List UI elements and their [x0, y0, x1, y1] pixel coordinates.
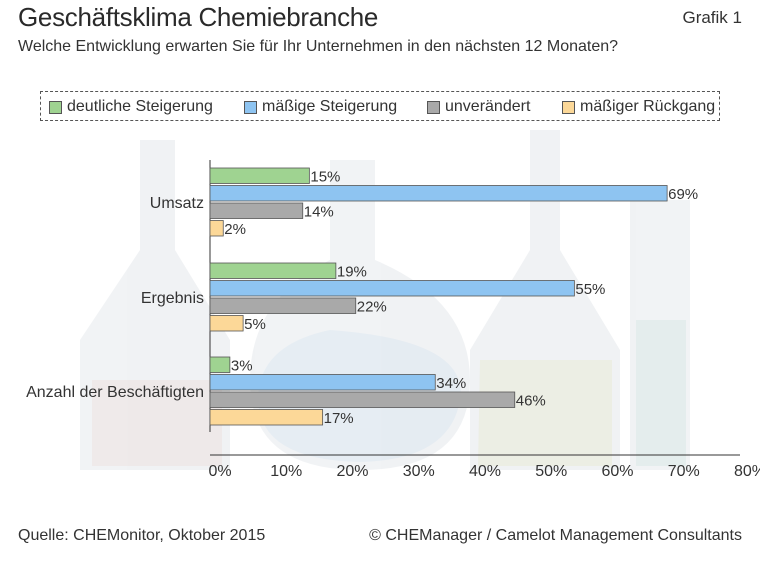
legend-label: unverändert: [445, 98, 531, 115]
legend-swatch-maessige-steigerung: [244, 100, 257, 114]
bar-anzahl-der-besch-ftigten-deutliche-steigerung: [209, 356, 231, 373]
category-label-anzahl-der-besch-ftigten: Anzahl der Beschäftigten: [26, 384, 204, 401]
x-tick-label: 30%: [403, 463, 435, 480]
legend-item-maessige-steigerung: mäßige Steigerung: [244, 97, 397, 117]
bar-ergebnis-deutliche-steigerung: [209, 262, 337, 279]
bar-anzahl-der-besch-ftigten-m-ige-steigerung: [209, 374, 436, 391]
legend-swatch-maessiger-rueckgang: [562, 100, 575, 114]
data-label-umsatz-m-iger-r-ckgang: 2%: [224, 221, 246, 238]
legend-swatch-unveraendert: [427, 100, 440, 114]
x-tick-label: 0%: [208, 463, 231, 480]
chart-title: Geschäftsklima Chemiebranche: [18, 2, 379, 32]
x-tick-label: 40%: [469, 463, 501, 480]
legend: deutliche Steigerung mäßige Steigerung u…: [40, 91, 720, 121]
data-label-anzahl-der-besch-ftigten-m-iger-r-ckgang: 17%: [324, 410, 354, 427]
bar-ergebnis-m-ige-steigerung: [209, 280, 575, 297]
data-label-umsatz-m-ige-steigerung: 69%: [668, 186, 698, 203]
data-label-anzahl-der-besch-ftigten-deutliche-steigerung: 3%: [231, 358, 253, 375]
x-tick-label: 80%: [734, 463, 760, 480]
data-label-ergebnis-m-ige-steigerung: 55%: [575, 281, 605, 298]
data-label-anzahl-der-besch-ftigten-unver-ndert: 46%: [516, 393, 546, 410]
copyright-note: © CHEManager / Camelot Management Consul…: [369, 527, 742, 544]
bar-umsatz-m-ige-steigerung: [209, 185, 668, 202]
bar-anzahl-der-besch-ftigten-unver-ndert: [209, 391, 516, 408]
x-tick-label: 60%: [601, 463, 633, 480]
figure-badge: Grafik 1: [682, 8, 742, 27]
legend-item-maessiger-rueckgang: mäßiger Rückgang: [562, 97, 715, 117]
bar-umsatz-m-iger-r-ckgang: [209, 220, 224, 237]
legend-item-unveraendert: unverändert: [427, 97, 530, 117]
source-note: Quelle: CHEMonitor, Oktober 2015: [18, 527, 266, 544]
legend-label: mäßiger Rückgang: [580, 98, 716, 115]
x-tick-label: 10%: [270, 463, 302, 480]
data-label-ergebnis-unver-ndert: 22%: [357, 299, 387, 316]
category-label-umsatz: Umsatz: [150, 195, 204, 212]
data-label-umsatz-deutliche-steigerung: 15%: [310, 169, 340, 186]
category-label-ergebnis: Ergebnis: [141, 290, 204, 307]
legend-swatch-deutliche-steigerung: [49, 100, 62, 114]
data-label-ergebnis-deutliche-steigerung: 19%: [337, 264, 367, 281]
x-tick-label: 70%: [668, 463, 700, 480]
x-tick-label: 50%: [535, 463, 567, 480]
data-label-anzahl-der-besch-ftigten-m-ige-steigerung: 34%: [436, 375, 466, 392]
data-label-umsatz-unver-ndert: 14%: [304, 204, 334, 221]
data-label-ergebnis-m-iger-r-ckgang: 5%: [244, 316, 266, 333]
bar-ergebnis-m-iger-r-ckgang: [209, 315, 244, 332]
bar-ergebnis-unver-ndert: [209, 297, 357, 314]
legend-label: mäßige Steigerung: [262, 98, 398, 115]
legend-label: deutliche Steigerung: [67, 98, 213, 115]
chart-subtitle: Welche Entwicklung erwarten Sie für Ihr …: [18, 38, 619, 55]
bar-umsatz-unver-ndert: [209, 202, 304, 219]
legend-item-deutliche-steigerung: deutliche Steigerung: [49, 97, 213, 117]
bar-anzahl-der-besch-ftigten-m-iger-r-ckgang: [209, 409, 324, 426]
x-tick-label: 20%: [336, 463, 368, 480]
bar-umsatz-deutliche-steigerung: [209, 167, 310, 184]
